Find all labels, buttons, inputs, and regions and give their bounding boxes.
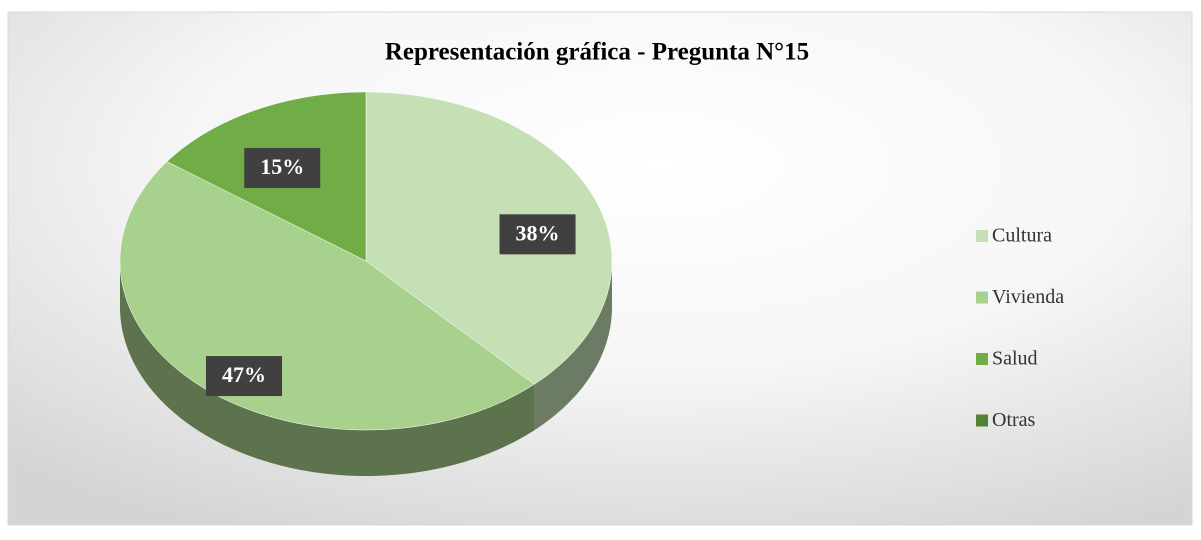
data-label-box <box>499 214 576 255</box>
chart-title: Representación gráfica - Pregunta N°15 <box>385 39 809 66</box>
legend-label: Vivienda <box>992 286 1064 308</box>
slice-side <box>534 261 612 431</box>
legend-swatch <box>976 353 988 365</box>
legend-swatch <box>976 230 988 242</box>
legend-label: Salud <box>992 348 1038 370</box>
data-label: 38% <box>516 220 560 245</box>
legend-swatch <box>976 291 988 304</box>
slice-side <box>120 261 535 476</box>
legend-label: Otras <box>992 409 1036 431</box>
data-label-box <box>244 148 321 189</box>
legend-label: Cultura <box>992 225 1052 247</box>
data-label-box <box>205 356 282 397</box>
slice <box>365 91 613 385</box>
data-label: 15% <box>260 154 304 179</box>
legend-swatch <box>976 414 988 427</box>
data-label: 47% <box>222 362 266 387</box>
